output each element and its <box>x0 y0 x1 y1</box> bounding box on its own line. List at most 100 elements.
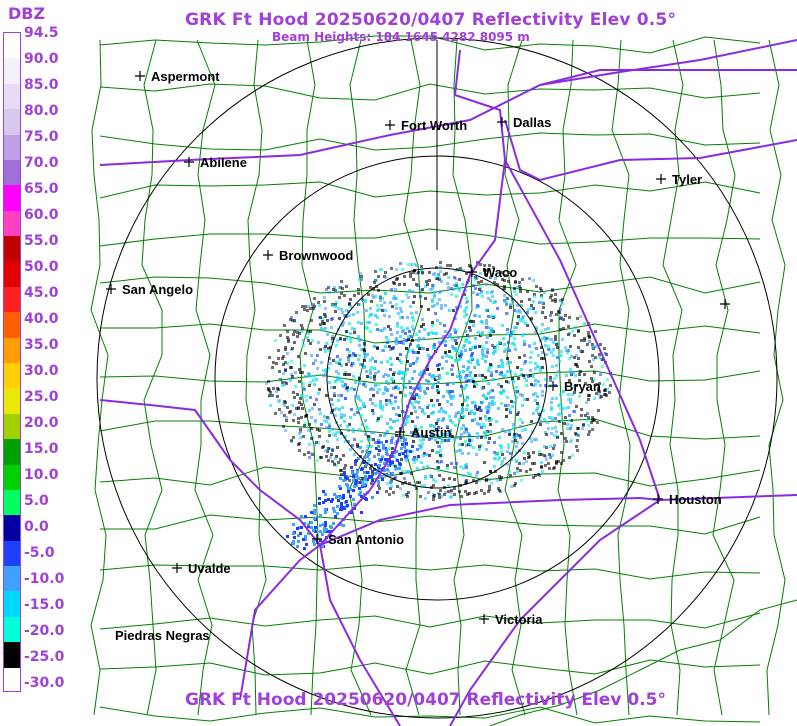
city-brownwood: Brownwood <box>263 248 353 263</box>
legend-tick-label: 10.0 <box>24 467 59 483</box>
city-label: Austin <box>411 425 452 440</box>
map-footer-title: GRK Ft Hood 20250620/0407 Reflectivity E… <box>185 690 666 710</box>
legend-swatch <box>4 210 20 237</box>
legend-tick-label: 55.0 <box>24 233 59 249</box>
legend-tick-label: 45.0 <box>24 285 59 301</box>
city-tyler: Tyler <box>656 172 702 187</box>
legend-unit-label: DBZ <box>8 4 46 23</box>
legend-swatch <box>4 642 20 669</box>
city-abilene: Abilene <box>184 155 247 170</box>
legend-tick-label: -10.0 <box>24 571 65 587</box>
legend-tick-label: 50.0 <box>24 259 59 275</box>
legend-tick-label: 15.0 <box>24 441 59 457</box>
highway-us59 <box>449 499 661 726</box>
legend-swatch <box>4 667 20 691</box>
city-san-angelo: San Angelo <box>106 282 193 297</box>
city-label: Houston <box>669 492 722 507</box>
legend-swatch <box>4 413 20 440</box>
legend-tick-label: 20.0 <box>24 415 59 431</box>
city-dallas: Dallas <box>497 115 551 130</box>
legend-swatch <box>4 286 20 313</box>
color-legend-bar <box>3 32 21 692</box>
city-label: San Angelo <box>122 282 193 297</box>
range-rings <box>96 37 778 719</box>
legend-tick-label: 70.0 <box>24 155 59 171</box>
legend-tick-label: 5.0 <box>24 493 49 509</box>
map-title: GRK Ft Hood 20250620/0407 Reflectivity E… <box>185 10 677 30</box>
city-uvalde: Uvalde <box>172 561 231 576</box>
legend-swatch <box>4 464 20 491</box>
city-cross-icon <box>385 120 395 130</box>
legend-swatch <box>4 261 20 288</box>
city-label: Tyler <box>672 172 702 187</box>
city-cross-icon <box>184 157 194 167</box>
city-cross-icon <box>656 174 666 184</box>
legend-tick-label: -20.0 <box>24 623 65 639</box>
city-piedras-negras: Piedras Negras <box>115 628 210 643</box>
city-label: Uvalde <box>188 561 231 576</box>
legend-tick-label: 94.5 <box>24 25 59 41</box>
legend-tick-label: 60.0 <box>24 207 59 223</box>
city-austin: Austin <box>395 425 452 440</box>
city-cross-icon <box>312 534 322 544</box>
city-label: Dallas <box>513 115 551 130</box>
legend-swatch <box>4 388 20 415</box>
legend-swatch <box>4 489 20 516</box>
legend-tick-label: 65.0 <box>24 181 59 197</box>
city-cross-icon <box>548 381 558 391</box>
city-fort-worth: Fort Worth <box>385 118 467 133</box>
legend-swatch <box>4 109 20 136</box>
range-ring-3 <box>96 37 778 719</box>
legend-tick-label: 80.0 <box>24 103 59 119</box>
legend-swatch <box>4 515 20 542</box>
radar-site-marker <box>434 375 440 381</box>
city-label: Aspermont <box>151 69 220 84</box>
legend-swatch <box>4 540 20 567</box>
legend-tick-label: -15.0 <box>24 597 65 613</box>
legend-tick-label: -5.0 <box>24 545 55 561</box>
city-aspermont: Aspermont <box>135 69 220 84</box>
city-cross-icon <box>467 267 477 277</box>
city-houston: Houston <box>653 492 722 507</box>
city-label: Waco <box>483 265 517 280</box>
legend-tick-label: 85.0 <box>24 77 59 93</box>
legend-tick-label: 30.0 <box>24 363 59 379</box>
legend-tick-label: 40.0 <box>24 311 59 327</box>
legend-swatch <box>4 83 20 110</box>
city-label: Victoria <box>495 612 543 627</box>
legend-swatch <box>4 312 20 339</box>
legend-tick-label: 90.0 <box>24 51 59 67</box>
city-cross-icon <box>653 494 663 504</box>
highway-i30 <box>539 69 797 86</box>
legend-tick-label: 25.0 <box>24 389 59 405</box>
city-label: Bryan <box>564 379 601 394</box>
city-label: San Antonio <box>328 532 404 547</box>
gulf-coastline <box>489 599 797 726</box>
legend-swatch <box>4 185 20 212</box>
legend-swatch <box>4 439 20 466</box>
city-victoria: Victoria <box>479 612 543 627</box>
city-cross-icon <box>479 614 489 624</box>
city-markers: Aspermont Fort Worth Dallas Abilene Tyler Bro… <box>106 69 730 643</box>
city-cross-icon <box>395 427 405 437</box>
legend-swatch <box>4 159 20 186</box>
city-label: Brownwood <box>279 248 353 263</box>
city-cross-icon <box>720 299 730 309</box>
city-bryan: Bryan <box>548 379 601 394</box>
legend-swatch <box>4 363 20 389</box>
highway-i35e <box>504 119 797 182</box>
city-cross-icon <box>135 71 145 81</box>
range-ring-1 <box>326 267 548 489</box>
city-label: Abilene <box>200 155 247 170</box>
city-waco: Waco <box>467 265 517 280</box>
city-cross-icon <box>263 250 273 260</box>
city-cross-icon <box>106 284 116 294</box>
legend-swatch <box>4 337 20 364</box>
highway-i20 <box>99 39 797 166</box>
legend-swatch <box>4 566 20 592</box>
legend-tick-label: -30.0 <box>24 675 65 691</box>
legend-tick-label: 0.0 <box>24 519 49 535</box>
city-cross-icon <box>497 117 507 127</box>
legend-swatch <box>4 591 20 618</box>
